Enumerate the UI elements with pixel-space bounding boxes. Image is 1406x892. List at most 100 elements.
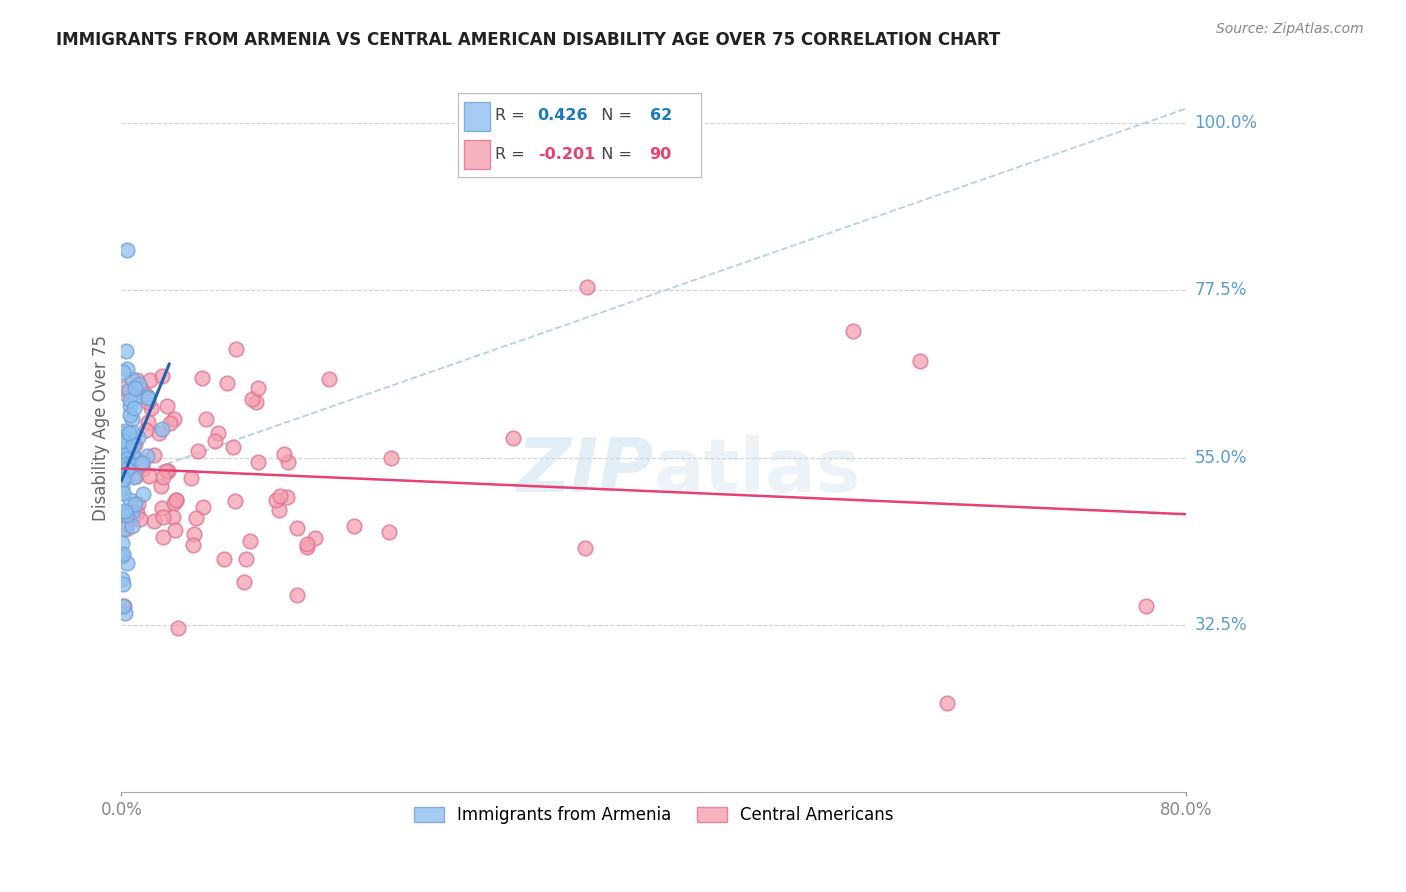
Point	[111, 599, 134, 613]
Text: R =: R =	[495, 147, 530, 161]
Point	[131, 456, 153, 470]
Point	[136, 416, 159, 430]
Point	[378, 525, 401, 540]
Text: -0.201: -0.201	[537, 147, 595, 161]
Point	[269, 489, 291, 503]
Point	[111, 365, 134, 379]
Point	[111, 434, 134, 449]
Point	[240, 392, 263, 406]
Point	[156, 400, 179, 414]
Point	[118, 408, 141, 422]
Point	[295, 540, 318, 554]
Text: 77.5%: 77.5%	[1195, 282, 1247, 300]
Point	[124, 391, 146, 405]
Point	[222, 440, 245, 454]
Point	[117, 451, 139, 466]
Point	[136, 394, 159, 409]
Point	[342, 519, 364, 533]
Point	[149, 479, 172, 493]
Text: N =: N =	[591, 108, 637, 123]
Point	[269, 503, 291, 517]
Point	[297, 536, 319, 550]
Point	[150, 422, 173, 436]
Point	[233, 575, 256, 590]
Point	[112, 385, 135, 400]
Point	[136, 392, 159, 406]
Point	[127, 507, 149, 521]
Point	[187, 443, 209, 458]
Point	[380, 451, 402, 466]
Point	[212, 551, 235, 566]
Point	[162, 510, 184, 524]
Text: atlas: atlas	[654, 435, 860, 508]
Point	[125, 372, 148, 386]
Point	[112, 485, 135, 500]
Point	[138, 469, 160, 483]
Point	[247, 455, 270, 469]
Point	[163, 496, 186, 510]
Point	[183, 526, 205, 541]
Point	[152, 509, 174, 524]
Point	[127, 497, 149, 511]
Text: ZIP: ZIP	[516, 435, 654, 508]
Point	[235, 552, 257, 566]
Point	[574, 541, 596, 556]
Point	[136, 449, 159, 463]
Point	[111, 472, 134, 486]
Point	[121, 505, 143, 519]
Point	[124, 450, 146, 465]
Point	[204, 434, 226, 449]
FancyBboxPatch shape	[464, 140, 489, 169]
Point	[842, 324, 865, 338]
Point	[273, 447, 295, 461]
Text: N =: N =	[591, 147, 637, 161]
Text: R =: R =	[495, 108, 530, 123]
Point	[118, 425, 141, 440]
Point	[115, 434, 138, 448]
Point	[135, 388, 157, 402]
Point	[156, 464, 179, 478]
Point	[117, 443, 139, 458]
Point	[115, 361, 138, 376]
Point	[115, 522, 138, 536]
Point	[239, 534, 262, 549]
Point	[152, 469, 174, 483]
Point	[124, 469, 146, 483]
Text: 100.0%: 100.0%	[1195, 114, 1257, 132]
Point	[118, 457, 141, 471]
Point	[112, 425, 135, 439]
Point	[115, 344, 138, 359]
Point	[122, 438, 145, 452]
Point	[112, 599, 135, 613]
Point	[124, 497, 146, 511]
Point	[159, 417, 181, 431]
Point	[118, 442, 141, 456]
Point	[115, 556, 138, 570]
Point	[115, 469, 138, 483]
Point	[180, 471, 202, 485]
Point	[150, 368, 173, 383]
Point	[191, 500, 214, 515]
Point	[165, 493, 187, 508]
Point	[247, 381, 270, 395]
Point	[122, 401, 145, 415]
Point	[135, 423, 157, 437]
Point	[139, 373, 162, 387]
Point	[129, 512, 152, 526]
Point	[114, 504, 136, 518]
Point	[304, 531, 326, 545]
Text: 0.426: 0.426	[537, 108, 588, 123]
Point	[285, 588, 308, 602]
Point	[120, 458, 142, 472]
Point	[139, 401, 162, 416]
Point	[112, 576, 135, 591]
Point	[118, 399, 141, 413]
Point	[112, 458, 135, 473]
Point	[502, 431, 524, 445]
Point	[117, 515, 139, 529]
Point	[120, 392, 142, 407]
Text: 55.0%: 55.0%	[1195, 449, 1247, 467]
Point	[132, 461, 155, 475]
Point	[124, 437, 146, 451]
Point	[121, 448, 143, 462]
